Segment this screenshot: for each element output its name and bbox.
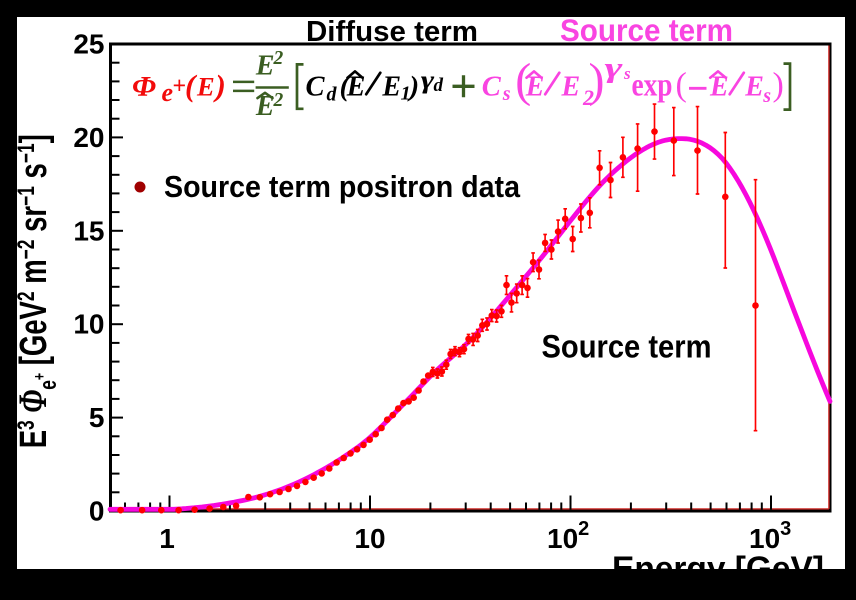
svg-text:d: d: [327, 84, 338, 106]
svg-text:10: 10: [354, 523, 385, 554]
svg-text:2: 2: [582, 85, 594, 110]
svg-text:2: 2: [273, 90, 284, 111]
svg-text:E3 Φe+ [GeV2 m−2 sr−1 s−1]: E3 Φe+ [GeV2 m−2 sr−1 s−1]: [10, 134, 61, 448]
svg-text:25: 25: [73, 29, 104, 60]
svg-text:C: C: [482, 71, 502, 102]
svg-text:1: 1: [401, 83, 411, 105]
svg-text:E: E: [381, 71, 401, 102]
svg-text:γ: γ: [421, 67, 435, 94]
svg-text:Source term: Source term: [542, 328, 712, 364]
svg-text:Φ: Φ: [132, 72, 156, 103]
svg-text:Source term: Source term: [560, 12, 733, 48]
svg-text:γ: γ: [605, 53, 624, 84]
svg-text:10: 10: [73, 309, 104, 340]
svg-text:Diffuse term: Diffuse term: [306, 16, 478, 48]
svg-text:E: E: [255, 50, 275, 81]
svg-text:): ): [213, 68, 226, 103]
svg-text:2: 2: [273, 48, 284, 69]
svg-text:): ): [589, 54, 605, 107]
svg-text:e: e: [162, 78, 174, 107]
svg-text:E: E: [196, 71, 215, 101]
svg-text:s: s: [762, 85, 771, 107]
svg-text:s: s: [623, 64, 631, 83]
svg-text:20: 20: [73, 122, 104, 153]
svg-text:E: E: [561, 71, 581, 102]
svg-text:(: (: [515, 54, 531, 107]
svg-text:exp: exp: [632, 67, 673, 103]
svg-text:C: C: [306, 71, 326, 102]
svg-text:5: 5: [89, 402, 105, 433]
svg-text:E: E: [709, 71, 729, 102]
svg-text:E: E: [346, 71, 366, 102]
svg-text:(: (: [676, 66, 687, 103]
svg-text:E: E: [525, 71, 545, 102]
svg-text:(: (: [185, 68, 198, 103]
svg-text:): ): [407, 70, 420, 102]
svg-text:d: d: [434, 75, 444, 96]
svg-text:1: 1: [159, 523, 175, 554]
svg-text:E: E: [255, 91, 275, 122]
svg-text:): ): [773, 66, 784, 103]
svg-text:15: 15: [73, 215, 104, 246]
svg-text:Source term positron data: Source term positron data: [164, 169, 521, 204]
svg-text:+: +: [173, 74, 187, 100]
svg-text:E: E: [744, 71, 764, 102]
svg-text:s: s: [502, 83, 511, 105]
svg-text:0: 0: [89, 496, 105, 527]
